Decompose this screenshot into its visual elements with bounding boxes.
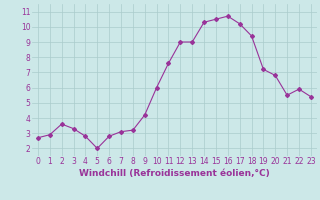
X-axis label: Windchill (Refroidissement éolien,°C): Windchill (Refroidissement éolien,°C) xyxy=(79,169,270,178)
